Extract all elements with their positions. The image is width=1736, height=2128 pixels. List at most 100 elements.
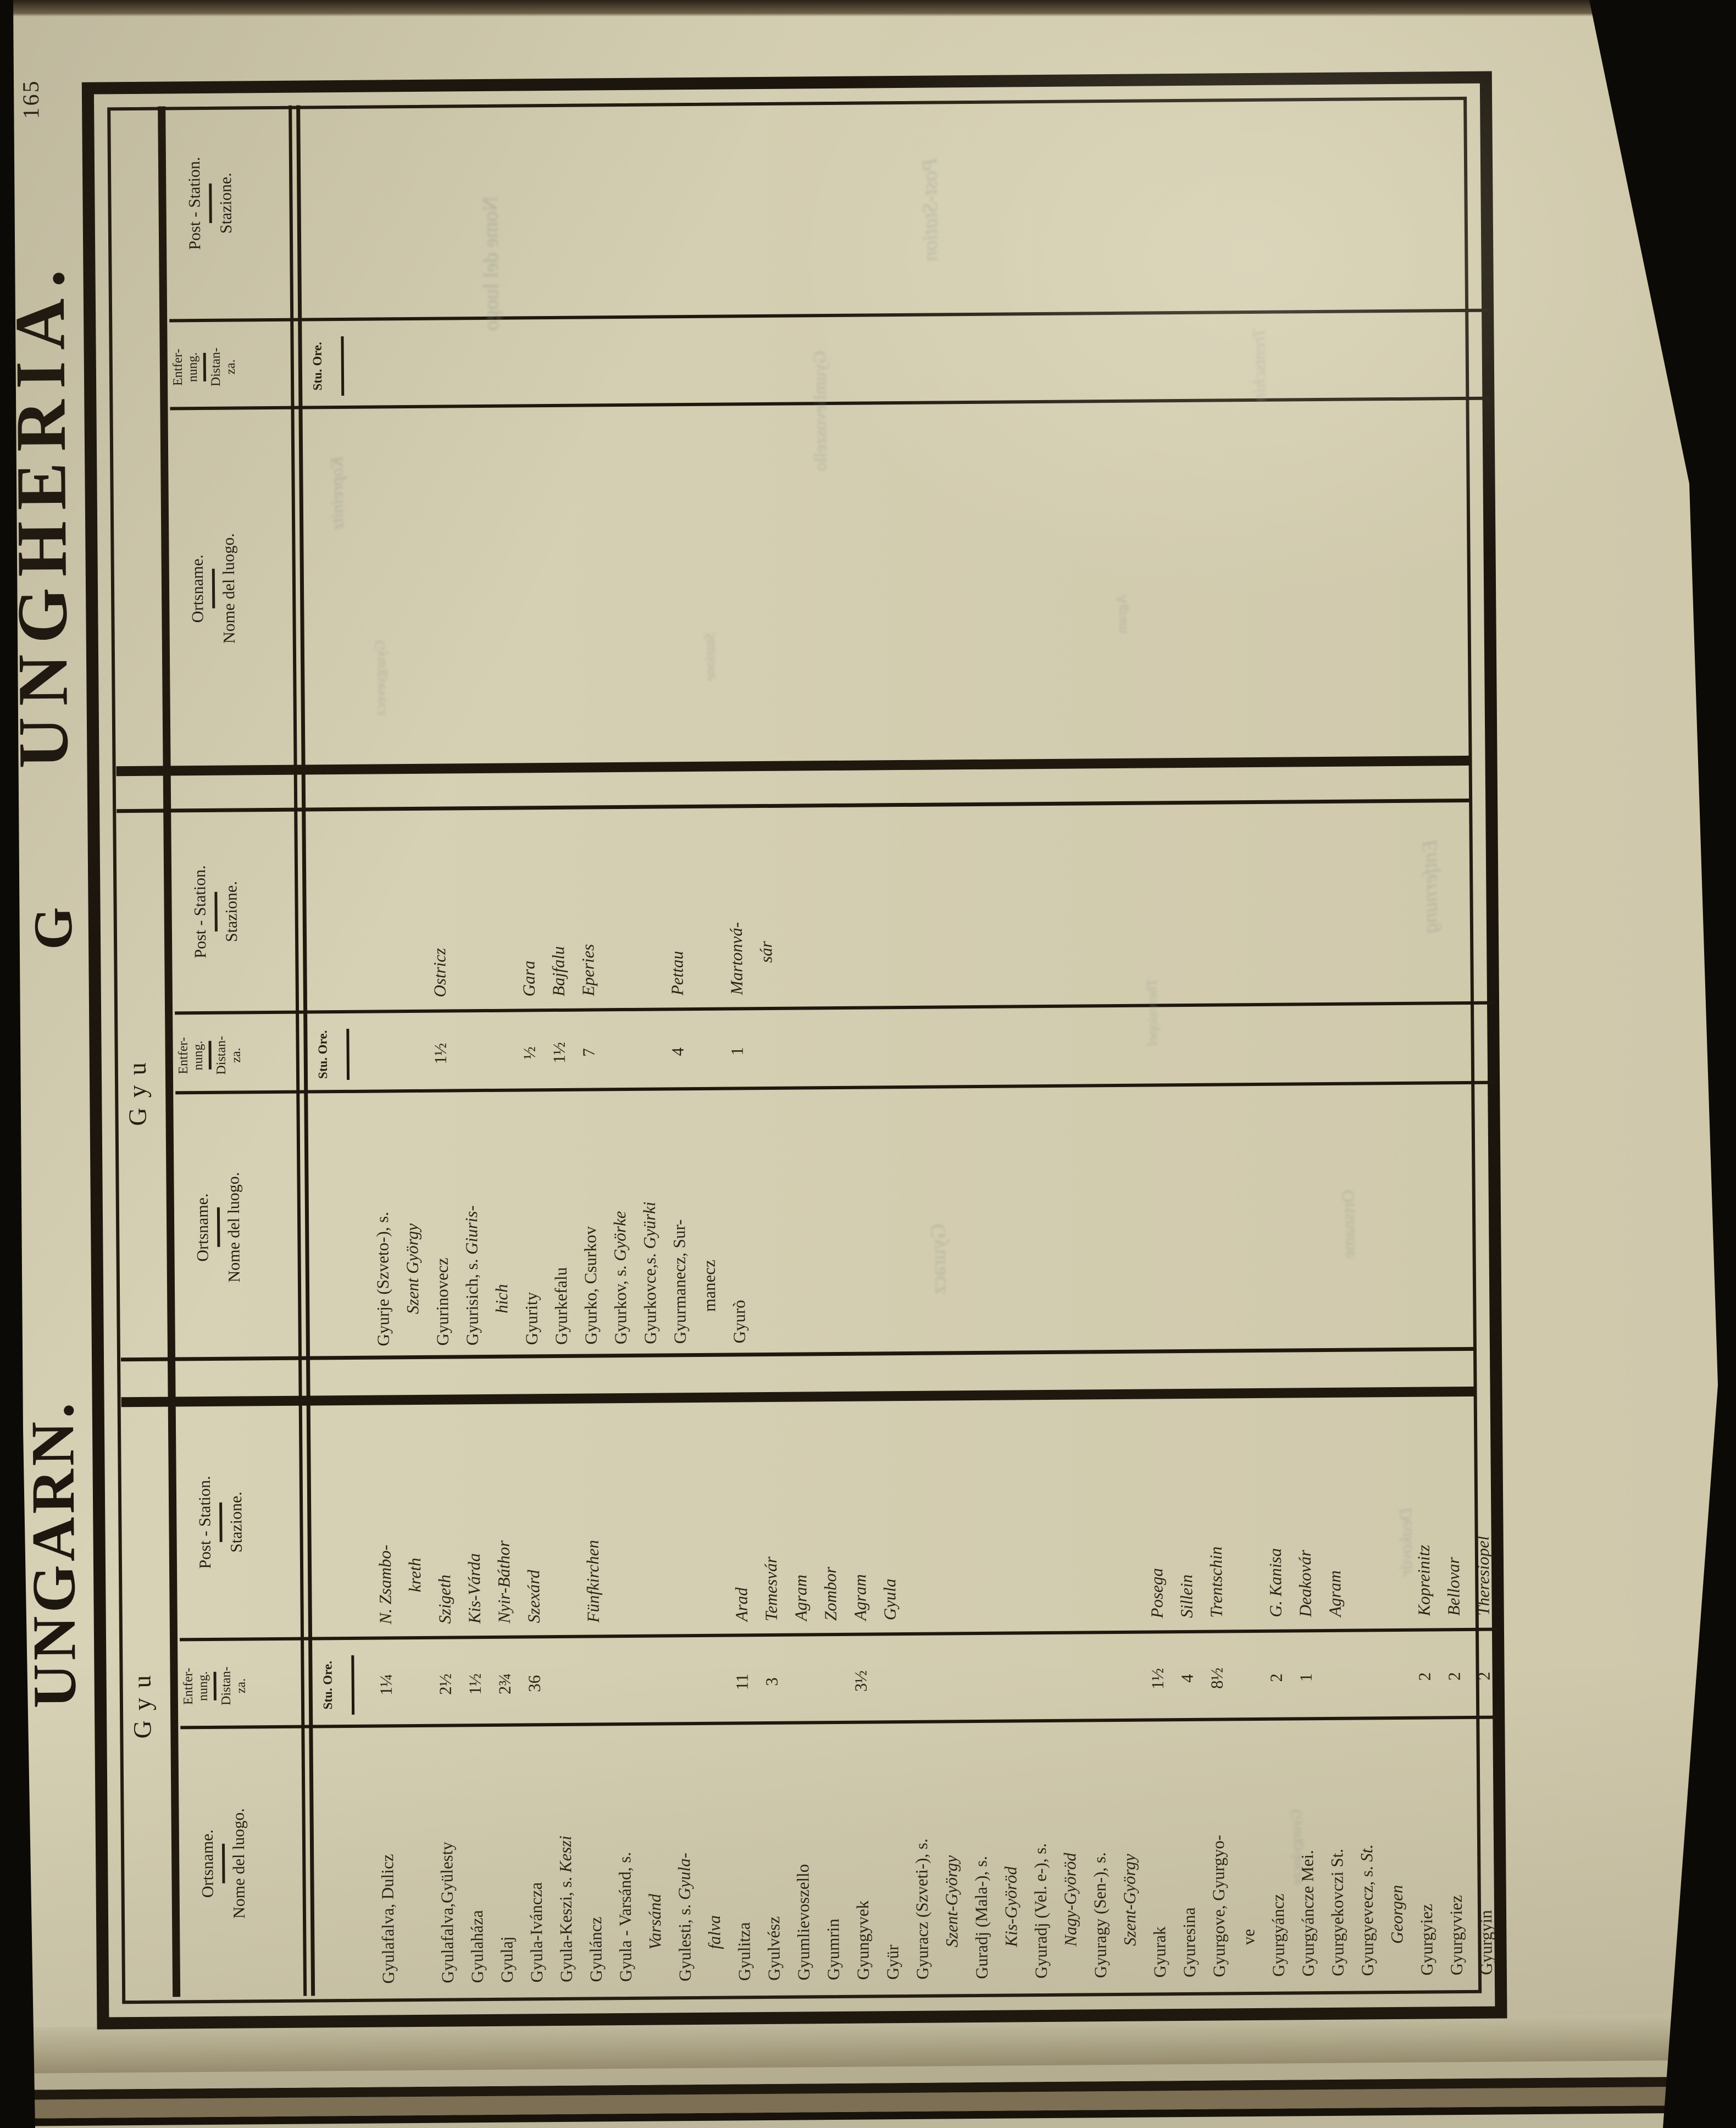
bleed-through-ghost: Deakovár [1395,1507,1416,1577]
post-station-name: Ostricz [430,947,450,997]
place-name: Gyungyvek [852,1900,873,1980]
place-name: Gyurmanecz, Sur- [669,1219,690,1344]
place-name: Gyulvész [764,1916,784,1981]
place-name: Kis-Györöd [1001,1866,1021,1947]
distance-value: 1½ [1147,1667,1167,1689]
post-station-name: Posega [1147,1568,1167,1619]
header-entfernung: Entfer-nung. Distan-za. [181,1666,248,1706]
distance-value: 2 [1474,1671,1494,1681]
distance-value: 11 [732,1673,752,1691]
post-station-name: sár [756,941,776,963]
place-name: Gyurgyviez [1446,1895,1466,1976]
unit-underline [341,336,345,396]
header-entfernung: Entfer-nung. Distan-za. [176,1035,243,1075]
place-name: Gyurinovecz [432,1257,452,1346]
place-name: Gyuracz (Szveti-), s. [911,1838,932,1980]
post-station-name: Kis-Várda [464,1553,484,1624]
place-name: falva [705,1915,724,1949]
bleed-through-ghost: Trentschin [1249,328,1269,402]
place-name: Gyurko, Csurkov [580,1226,601,1345]
place-name: Gyula - Varsánd, s. [615,1852,635,1982]
bleed-through-ghost: Ortsname [1338,1190,1358,1259]
place-name: Gyurgyin [1476,1910,1496,1975]
distance-value: 4 [668,1047,687,1056]
place-name: Gyurgyevecz, s. St. [1357,1844,1377,1976]
section-letter-heading: G [22,906,84,950]
header-post-station: Post - Station. Stazione. [195,1476,246,1569]
distance-value: 2½ [435,1673,455,1695]
post-station-name: Martonvá- [726,922,746,995]
place-name: Gyurje (Szveto-), s. [372,1211,393,1346]
post-station-name: Bajfalu [548,946,568,997]
place-name: Gyulafalva, Dulicz [378,1854,398,1984]
place-name: Gyurgyekovczi St. [1327,1848,1347,1976]
distance-value: 1½ [465,1673,485,1695]
post-station-name: G. Kanisa [1265,1548,1285,1617]
place-name: Gyurkefalu [551,1267,571,1345]
place-name: ve [1239,1928,1258,1946]
place-name: Nagy-Györöd [1060,1853,1080,1947]
post-station-name: Szigeth [435,1574,454,1624]
distance-value: 1½ [549,1041,569,1063]
distance-value: 1¼ [376,1673,396,1695]
bleed-through-ghost: Gyuracz [927,1223,951,1295]
place-name: Guradj (Mala-), s. [971,1856,991,1980]
post-station-name: Szexárd [524,1570,543,1623]
unit-underline [351,1655,355,1715]
distance-value: 3 [762,1677,781,1686]
distance-value: 3½ [851,1670,870,1692]
post-station-name: Nyir-Báthor [493,1540,514,1623]
place-name: Gyuresina [1179,1907,1199,1978]
place-name: Gyurgyiez [1416,1904,1437,1976]
post-station-name: Arad [731,1587,751,1622]
place-name: Gyulaj [497,1936,517,1983]
place-name: Gyurgyáncz [1268,1893,1288,1977]
post-station-name: Gyula [880,1578,900,1621]
distance-value: 1½ [430,1043,450,1065]
place-name: Varsánd [645,1893,665,1950]
place-name: Gyurgove, Gyurgyo- [1208,1835,1229,1977]
distance-value: 2 [1444,1672,1464,1681]
distance-value: 2¾ [495,1673,514,1695]
book-edge-top [0,0,1594,16]
header-post-station: Post - Station. Stazione. [185,157,235,250]
place-name: Gyulitza [734,1922,754,1981]
header-ortsname: Ortsname. Nome del luogo. [188,533,239,644]
place-name: hich [491,1284,512,1314]
header-post-station: Post - Station. Stazione. [190,865,241,958]
distance-value: 1 [727,1047,747,1056]
place-name: manecz [699,1260,719,1312]
page-title-german: UNGARN. [18,1399,90,1709]
place-name: Gyür [883,1944,902,1980]
distance-value: 2 [1266,1673,1286,1682]
post-station-name: Eperies [578,944,598,996]
place-name: Gyurity [522,1292,541,1345]
header-ortsname: Ortsname. Nome del luogo. [193,1172,243,1283]
place-name: Gyuradj (Vel. e-), s. [1030,1843,1051,1979]
post-station-name: Trentschin [1206,1546,1226,1618]
post-station-name: Agram [850,1574,870,1621]
post-station-name: Bellovar [1443,1557,1463,1616]
unit-label: Stu. Ore. [310,342,325,391]
distance-value: ½ [519,1046,539,1060]
post-station-name: N. Zsambo- [375,1544,395,1625]
place-name: Gyulaháza [467,1910,487,1983]
bleed-through-ghost: Stazione [701,632,718,681]
place-name: Gyula-Keszi, s. Keszi [555,1835,576,1983]
distance-value: 4 [1177,1674,1197,1683]
place-name: Gyurkov, s. Györke [609,1211,630,1345]
bleed-through-ghost: Kopreinitz [326,456,347,530]
bleed-through-ghost: Post-Station [918,158,942,262]
group-letter: Gyu [127,1665,157,1739]
place-name: Gyuláncz [586,1916,606,1982]
unit-label: Stu. Ore. [315,1030,330,1079]
distance-value: 2 [1415,1672,1434,1681]
bleed-through-ghost: Gyurgyevecz [371,640,389,717]
place-name: Gyurisich, s. Giuris- [461,1205,482,1346]
distance-value: 1 [1296,1673,1316,1682]
group-letter: Gyu [123,1052,152,1126]
unit-label: Stu. Ore. [320,1660,335,1710]
header-ortsname: Ortsname. Nome del luogo. [198,1808,249,1919]
